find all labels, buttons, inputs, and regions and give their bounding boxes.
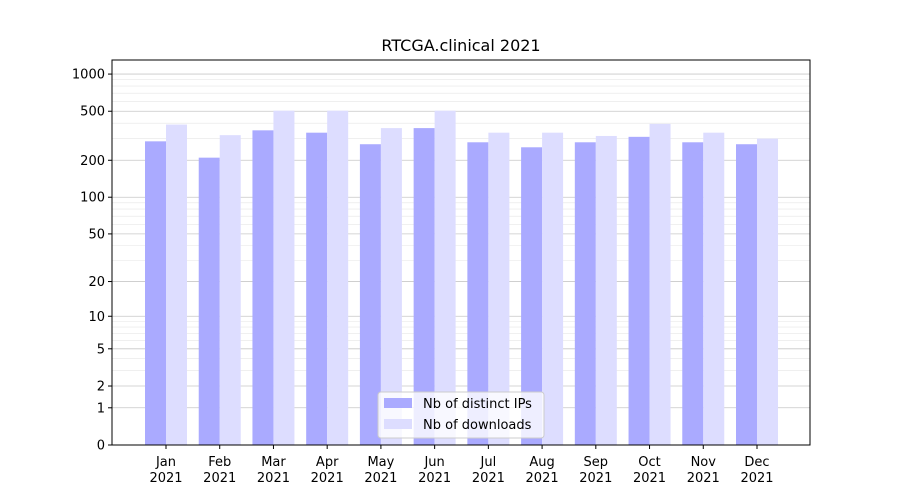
legend-box bbox=[377, 391, 545, 439]
x-tick-label: Sep 2021 bbox=[579, 455, 612, 486]
legend-label-ips: Nb of distinct IPs bbox=[423, 397, 532, 412]
x-tick-label: Jul 2021 bbox=[472, 455, 505, 486]
x-tick-label: Oct 2021 bbox=[633, 455, 666, 486]
x-tick-label: Apr 2021 bbox=[311, 455, 344, 486]
x-tick-label: Jun 2021 bbox=[418, 455, 451, 486]
x-tick-label: May 2021 bbox=[364, 455, 397, 486]
y-tick-label: 50 bbox=[88, 227, 105, 242]
bar-downloads bbox=[542, 132, 564, 446]
y-tick-label: 100 bbox=[80, 191, 105, 206]
bar-distinct-ips bbox=[252, 130, 274, 445]
bars bbox=[145, 110, 778, 446]
axes: 0 1 2 5 10 20 50 100 200 500 1000 Jan 2021 Feb 2021 Mar… bbox=[72, 68, 774, 486]
bar-distinct-ips bbox=[359, 144, 381, 446]
bar-downloads bbox=[595, 135, 617, 445]
x-tick-label: Feb 2021 bbox=[203, 455, 236, 486]
bar-downloads bbox=[488, 132, 510, 446]
bar-distinct-ips bbox=[628, 136, 650, 445]
bar-distinct-ips bbox=[521, 147, 543, 445]
x-tick-label: Nov 2021 bbox=[687, 455, 720, 486]
y-tick-label: 2 bbox=[97, 380, 105, 395]
legend: Nb of distinct IPs Nb of downloads bbox=[377, 391, 545, 439]
y-tick-label: 5 bbox=[97, 342, 105, 357]
bar-distinct-ips bbox=[467, 142, 489, 445]
bar-downloads bbox=[434, 110, 456, 445]
legend-swatch-downloads bbox=[384, 419, 412, 429]
bar-downloads bbox=[219, 135, 241, 445]
bar-distinct-ips bbox=[736, 144, 757, 446]
x-tick-label: Jan 2021 bbox=[149, 455, 182, 486]
chart-title: RTCGA.clinical 2021 bbox=[381, 36, 540, 55]
legend-swatch-ips bbox=[384, 398, 412, 408]
y-tick-label: 20 bbox=[88, 275, 105, 290]
legend-label-downloads: Nb of downloads bbox=[423, 418, 532, 433]
bar-distinct-ips bbox=[145, 141, 166, 445]
y-tick-label: 1000 bbox=[72, 68, 105, 83]
y-tick-label: 200 bbox=[80, 154, 105, 169]
bar-distinct-ips bbox=[413, 128, 435, 445]
bar-distinct-ips bbox=[574, 142, 596, 445]
bar-downloads bbox=[757, 138, 778, 445]
bar-downloads bbox=[327, 110, 349, 445]
bar-downloads bbox=[273, 110, 295, 445]
x-tick-label: Aug 2021 bbox=[526, 455, 559, 486]
y-tick-label: 1 bbox=[97, 401, 105, 416]
bar-downloads bbox=[166, 124, 187, 446]
bar-distinct-ips bbox=[198, 157, 220, 445]
bar-distinct-ips bbox=[306, 132, 328, 446]
x-tick-label: Mar 2021 bbox=[257, 455, 290, 486]
y-tick-label: 0 bbox=[97, 439, 105, 454]
plot-frame bbox=[111, 59, 811, 446]
bar-downloads bbox=[703, 132, 725, 446]
x-tick-label: Dec 2021 bbox=[740, 455, 773, 486]
bar-distinct-ips bbox=[682, 142, 704, 445]
y-tick-label: 500 bbox=[80, 105, 105, 120]
y-tick-label: 10 bbox=[88, 310, 105, 325]
bar-downloads bbox=[380, 128, 402, 445]
bar-downloads bbox=[649, 123, 671, 445]
